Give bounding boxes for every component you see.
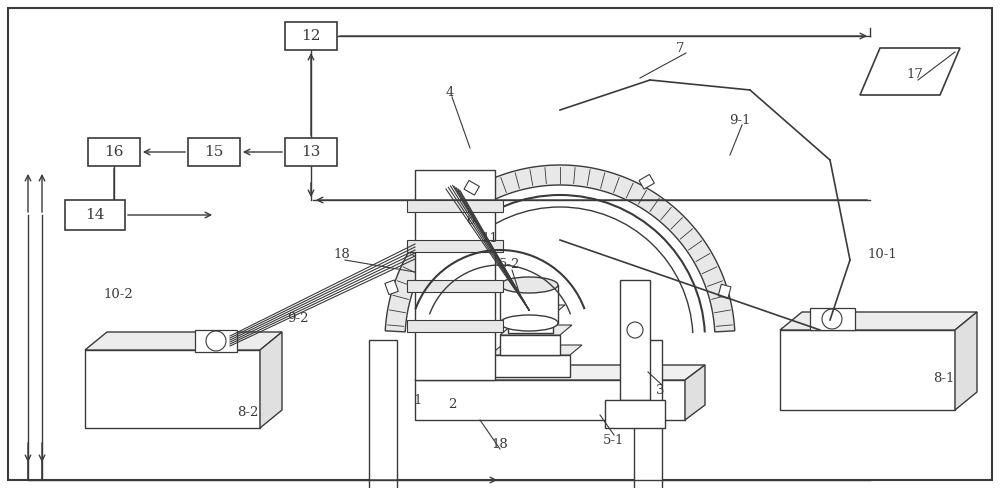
- Bar: [285, 22, 337, 50]
- Polygon shape: [490, 345, 582, 355]
- Text: 9-1: 9-1: [729, 114, 751, 126]
- Polygon shape: [500, 325, 572, 335]
- Bar: [415, 170, 495, 380]
- Polygon shape: [685, 365, 705, 420]
- Text: 5-2: 5-2: [499, 259, 521, 271]
- Polygon shape: [385, 165, 735, 332]
- Text: 10-2: 10-2: [103, 288, 133, 302]
- Polygon shape: [85, 332, 282, 350]
- Text: 9-2: 9-2: [287, 311, 309, 325]
- Polygon shape: [780, 312, 977, 330]
- Polygon shape: [955, 312, 977, 410]
- Text: 18: 18: [334, 248, 350, 262]
- Bar: [407, 320, 503, 332]
- Text: 2: 2: [448, 399, 456, 411]
- Text: 8-1: 8-1: [933, 371, 955, 385]
- Text: 16: 16: [104, 145, 124, 159]
- Bar: [639, 174, 654, 189]
- Bar: [407, 280, 503, 292]
- Text: 18: 18: [492, 439, 508, 451]
- Ellipse shape: [500, 315, 558, 331]
- Bar: [780, 330, 955, 410]
- Text: 12: 12: [301, 29, 321, 43]
- Bar: [415, 380, 685, 420]
- Bar: [85, 350, 260, 428]
- Text: 4: 4: [446, 85, 454, 99]
- Ellipse shape: [500, 277, 558, 293]
- Bar: [65, 200, 125, 230]
- Text: 3: 3: [656, 384, 664, 396]
- Text: 10-1: 10-1: [867, 248, 897, 262]
- Polygon shape: [415, 365, 705, 380]
- Text: 5-1: 5-1: [603, 433, 625, 447]
- Polygon shape: [508, 305, 565, 315]
- Bar: [369, 340, 397, 488]
- Text: 14: 14: [85, 208, 105, 222]
- Text: 17: 17: [907, 68, 923, 81]
- Bar: [285, 138, 337, 166]
- Text: 11: 11: [482, 231, 498, 244]
- Bar: [88, 138, 140, 166]
- Bar: [605, 400, 665, 428]
- Bar: [407, 240, 503, 252]
- Text: 8-2: 8-2: [237, 406, 259, 419]
- Bar: [407, 200, 503, 212]
- Bar: [464, 181, 479, 195]
- Bar: [718, 284, 731, 299]
- Polygon shape: [260, 332, 282, 428]
- Bar: [810, 308, 855, 330]
- Bar: [500, 285, 558, 323]
- Bar: [385, 280, 398, 295]
- Bar: [188, 138, 240, 166]
- Bar: [620, 280, 650, 400]
- Bar: [500, 335, 560, 355]
- Bar: [490, 355, 570, 377]
- Text: 15: 15: [204, 145, 224, 159]
- Bar: [508, 315, 553, 333]
- Text: 13: 13: [301, 145, 321, 159]
- Bar: [195, 330, 237, 352]
- Text: 1: 1: [414, 393, 422, 407]
- Text: 6: 6: [466, 214, 474, 226]
- Polygon shape: [860, 48, 960, 95]
- Bar: [634, 340, 662, 488]
- Text: 7: 7: [676, 41, 684, 55]
